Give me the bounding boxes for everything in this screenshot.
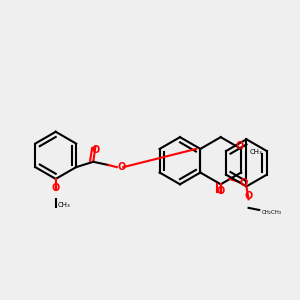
Text: CH₂CH₃: CH₂CH₃ xyxy=(261,210,282,214)
Text: O: O xyxy=(236,141,244,151)
Text: CH₃: CH₃ xyxy=(58,202,70,208)
Text: O: O xyxy=(244,191,253,201)
Text: CH₃: CH₃ xyxy=(250,149,262,155)
Text: O: O xyxy=(91,145,100,154)
Text: O: O xyxy=(217,186,225,196)
Text: O: O xyxy=(240,178,248,188)
Text: O: O xyxy=(52,183,60,193)
Text: O: O xyxy=(118,162,126,172)
